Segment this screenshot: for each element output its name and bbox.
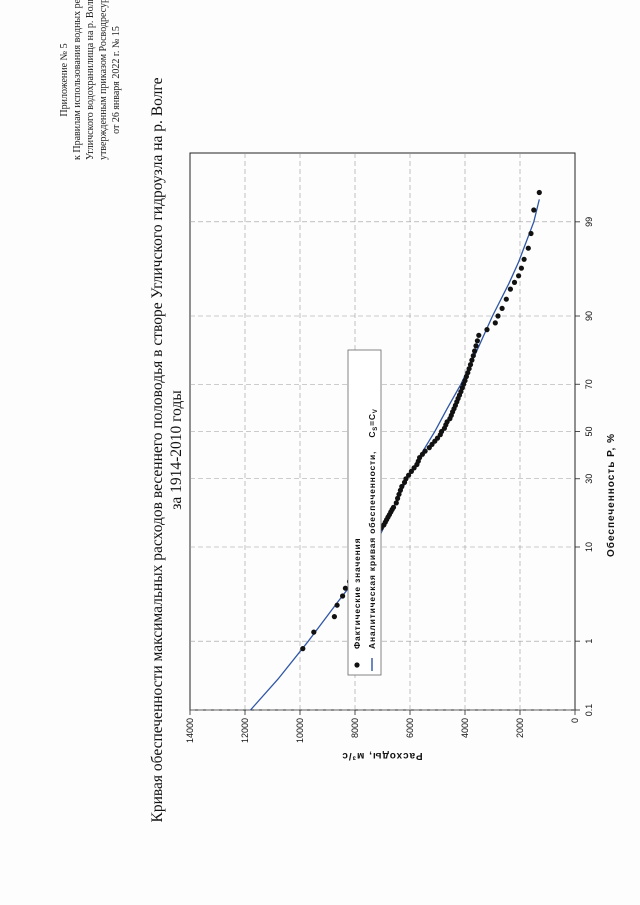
actual-point <box>518 265 525 271</box>
actual-point <box>465 370 471 376</box>
y-tick-label: 14000 <box>185 718 195 743</box>
analytic-curve-group <box>250 199 540 711</box>
actual-point <box>462 377 468 384</box>
legend-curve-label-prefix: Аналитическая кривая обеспеченности, <box>367 451 377 649</box>
x-tick-label: 10 <box>584 542 594 552</box>
actual-point <box>470 353 476 359</box>
actual-point <box>334 602 340 608</box>
actual-point <box>396 491 402 497</box>
actual-point <box>331 614 337 620</box>
actual-point <box>473 343 479 349</box>
y-axis-label: Расходы, м³/с <box>341 750 422 761</box>
y-axis-ticks: 0 2000 4000 6000 8000 10000 12000 14000 <box>185 710 580 743</box>
y-tick-label: 2000 <box>515 718 525 738</box>
x-tick-label: 90 <box>584 311 594 321</box>
actual-point <box>300 646 306 652</box>
y-tick-label: 10000 <box>295 718 305 743</box>
actual-point <box>492 320 498 326</box>
grid-lines <box>190 153 575 711</box>
y-tick-label: 8000 <box>350 718 360 738</box>
actual-point <box>484 326 490 333</box>
legend-formula-eq: =C <box>367 413 377 426</box>
actual-point <box>511 279 518 285</box>
x-tick-label: 1 <box>584 639 594 644</box>
legend-formula-cv-sub: V <box>373 408 379 413</box>
actual-point <box>403 476 409 482</box>
x-tick-label: 70 <box>584 379 594 389</box>
x-axis-ticks: 0.1 1 10 30 50 70 90 99 <box>575 217 594 716</box>
actual-point <box>342 585 348 591</box>
actual-point <box>395 495 401 501</box>
actual-point <box>536 189 542 196</box>
x-axis-label: Обеспеченность P, % <box>605 433 617 557</box>
x-tick-label: 30 <box>584 474 594 484</box>
actual-point <box>311 629 317 635</box>
legend-curve-label: Аналитическая кривая обеспеченности, CS=… <box>367 408 379 649</box>
actual-point <box>408 468 414 474</box>
legend-box <box>347 349 382 676</box>
y-tick-label: 0 <box>570 718 580 723</box>
actual-point <box>390 504 397 510</box>
x-tick-label: 0.1 <box>584 704 594 717</box>
actual-point <box>528 230 534 237</box>
actual-point <box>476 332 482 338</box>
actual-point <box>399 483 405 490</box>
y-tick-label: 12000 <box>240 718 250 743</box>
actual-point <box>495 313 501 319</box>
x-tick-label: 99 <box>584 217 594 227</box>
actual-point <box>474 338 480 344</box>
actual-point <box>503 296 509 302</box>
actual-points-group <box>300 189 542 652</box>
actual-point <box>422 448 428 454</box>
analytic-curve-line <box>250 199 540 711</box>
y-tick-label: 6000 <box>405 718 415 738</box>
actual-point <box>516 273 522 279</box>
actual-point <box>406 472 412 478</box>
legend-formula-c: C <box>367 431 377 438</box>
legend-points-label: Фактические значения <box>352 538 362 649</box>
y-tick-label: 4000 <box>460 718 470 738</box>
actual-point <box>340 593 346 599</box>
legend: Фактические значения Аналитическая крива… <box>347 349 382 676</box>
actual-point <box>507 286 513 292</box>
actual-point <box>525 245 531 251</box>
actual-point <box>531 207 537 213</box>
actual-point <box>467 361 474 368</box>
actual-point <box>521 256 527 262</box>
actual-point <box>472 348 478 354</box>
x-tick-label: 50 <box>584 426 594 436</box>
actual-point <box>393 500 399 506</box>
legend-point-marker <box>354 662 360 668</box>
actual-point <box>499 305 505 311</box>
legend-formula-cs-sub: S <box>373 426 379 431</box>
actual-point <box>466 366 472 372</box>
actual-point <box>469 357 475 363</box>
